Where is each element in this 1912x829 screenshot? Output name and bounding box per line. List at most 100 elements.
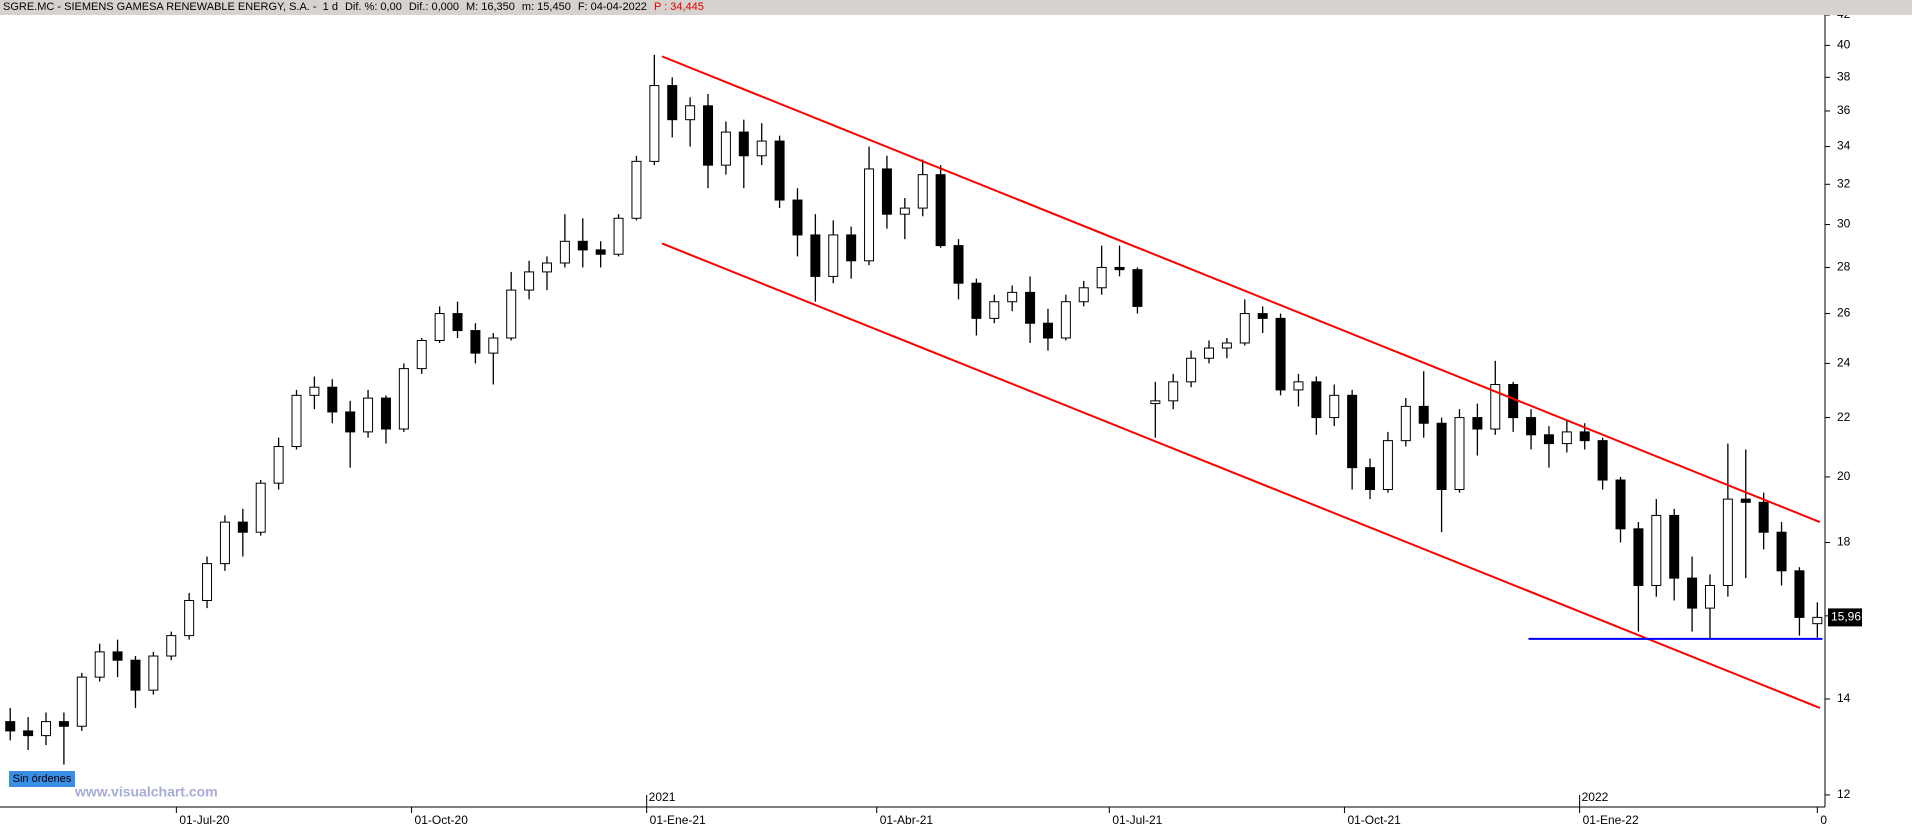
candle-body [1812,616,1823,625]
candle-body [1490,384,1501,430]
x-tick-label: 01-Jul-20 [179,813,229,827]
candle-body [1114,266,1125,271]
candle-body [667,85,678,121]
candle-body [434,313,445,341]
candle-body [1472,417,1483,430]
candle-body [1132,269,1143,307]
candle-body [1597,440,1608,481]
candle-body [1382,440,1393,490]
candle-body [774,140,785,201]
candle-body [1758,501,1769,533]
x-tick-label: 01-Oct-20 [415,813,469,827]
orders-button-label[interactable]: Sin órdenes [13,773,72,785]
candle-body [703,105,714,166]
header-stat: m: 15,450 [521,1,571,13]
candle-body [828,234,839,277]
candle-body [1722,498,1733,586]
candle-body [1526,417,1537,436]
candle-body [989,301,1000,319]
y-tick-label: 40 [1837,38,1851,52]
y-tick-label: 38 [1837,69,1851,83]
candle-body [810,234,821,277]
candle-body [595,249,606,255]
y-tick-label: 26 [1837,306,1851,320]
candle-body [524,271,535,291]
candle-body [1329,394,1340,419]
candle-body [219,521,230,565]
y-tick-label: 20 [1837,469,1851,483]
candle-body [738,131,749,157]
y-tick-label: 32 [1837,176,1851,190]
candle-body [864,168,875,262]
candle-body [1203,347,1214,359]
candle-body [899,207,910,215]
candle-body [1794,570,1805,618]
candle-body [237,521,248,533]
candle-body [1221,342,1232,349]
candle-body [559,240,570,264]
candle-body [649,85,660,162]
candle-body [1418,405,1429,424]
x-tick-label: 01-Abr-21 [880,813,934,827]
orders-button[interactable] [9,771,75,787]
x-tick-label: 01-Ene-21 [650,813,706,827]
candle-body [23,730,34,737]
candle-body [309,386,320,396]
x-tick-label: 01-Oct-21 [1347,813,1401,827]
candle-body [1704,584,1715,609]
y-tick-label: 24 [1837,356,1851,370]
candle-body [756,140,767,157]
candle-body [255,482,266,533]
candle-body [76,676,87,727]
candle-body [1776,531,1787,572]
candle-body [613,217,624,255]
chart: Sin órdenes www.visualchart.com 12141618… [0,15,1862,827]
candle-body [935,174,946,247]
candle-body [112,651,123,661]
candle-body [541,262,552,273]
candle-body [953,245,964,284]
candle-body [1150,400,1161,405]
header-stat: Dif. %: 0,00 [344,1,402,13]
y-tick-label: 28 [1837,260,1851,274]
y-tick-label: 12 [1837,787,1851,801]
candle-body [506,289,517,339]
last-price-label: 15,96 [1831,610,1861,624]
candle-body [1561,431,1572,445]
candle-body [1186,357,1197,383]
candle-body [452,313,463,332]
candle-body [577,240,588,251]
candle-body [1042,322,1053,339]
header-title: SGRE.MC - SIEMENS GAMESA RENEWABLE ENERG… [3,1,338,13]
header-stat: M: 16,350 [465,1,515,13]
candle-body [1239,313,1250,344]
candle-body [1615,479,1626,530]
candle-body [291,394,302,448]
candle-body [1060,301,1071,339]
candle-body [94,651,105,678]
watermark: www.visualchart.com [74,784,218,800]
candle-body [1096,266,1107,289]
candle-body [488,337,499,354]
candle-body [1078,287,1089,303]
candle-body [1579,431,1590,442]
year-label: 2021 [649,790,676,804]
header-bar: SGRE.MC - SIEMENS GAMESA RENEWABLE ENERG… [0,0,1912,15]
candle-body [1025,291,1036,324]
y-tick-label: 14 [1837,691,1851,705]
x-tick-label: 0 [1820,813,1827,827]
candle-body [58,721,69,727]
candle-body [720,131,731,166]
candle-body [1651,514,1662,586]
candle-body [470,330,481,354]
candle-body [327,386,338,413]
candle-body [416,339,427,370]
candle-body [1633,528,1644,586]
y-tick-label: 30 [1837,217,1851,231]
candle-body [1687,577,1698,609]
candle-body [1740,498,1751,503]
candle-body [1365,467,1376,490]
trend-line [661,242,1821,709]
candle-body [917,174,928,209]
